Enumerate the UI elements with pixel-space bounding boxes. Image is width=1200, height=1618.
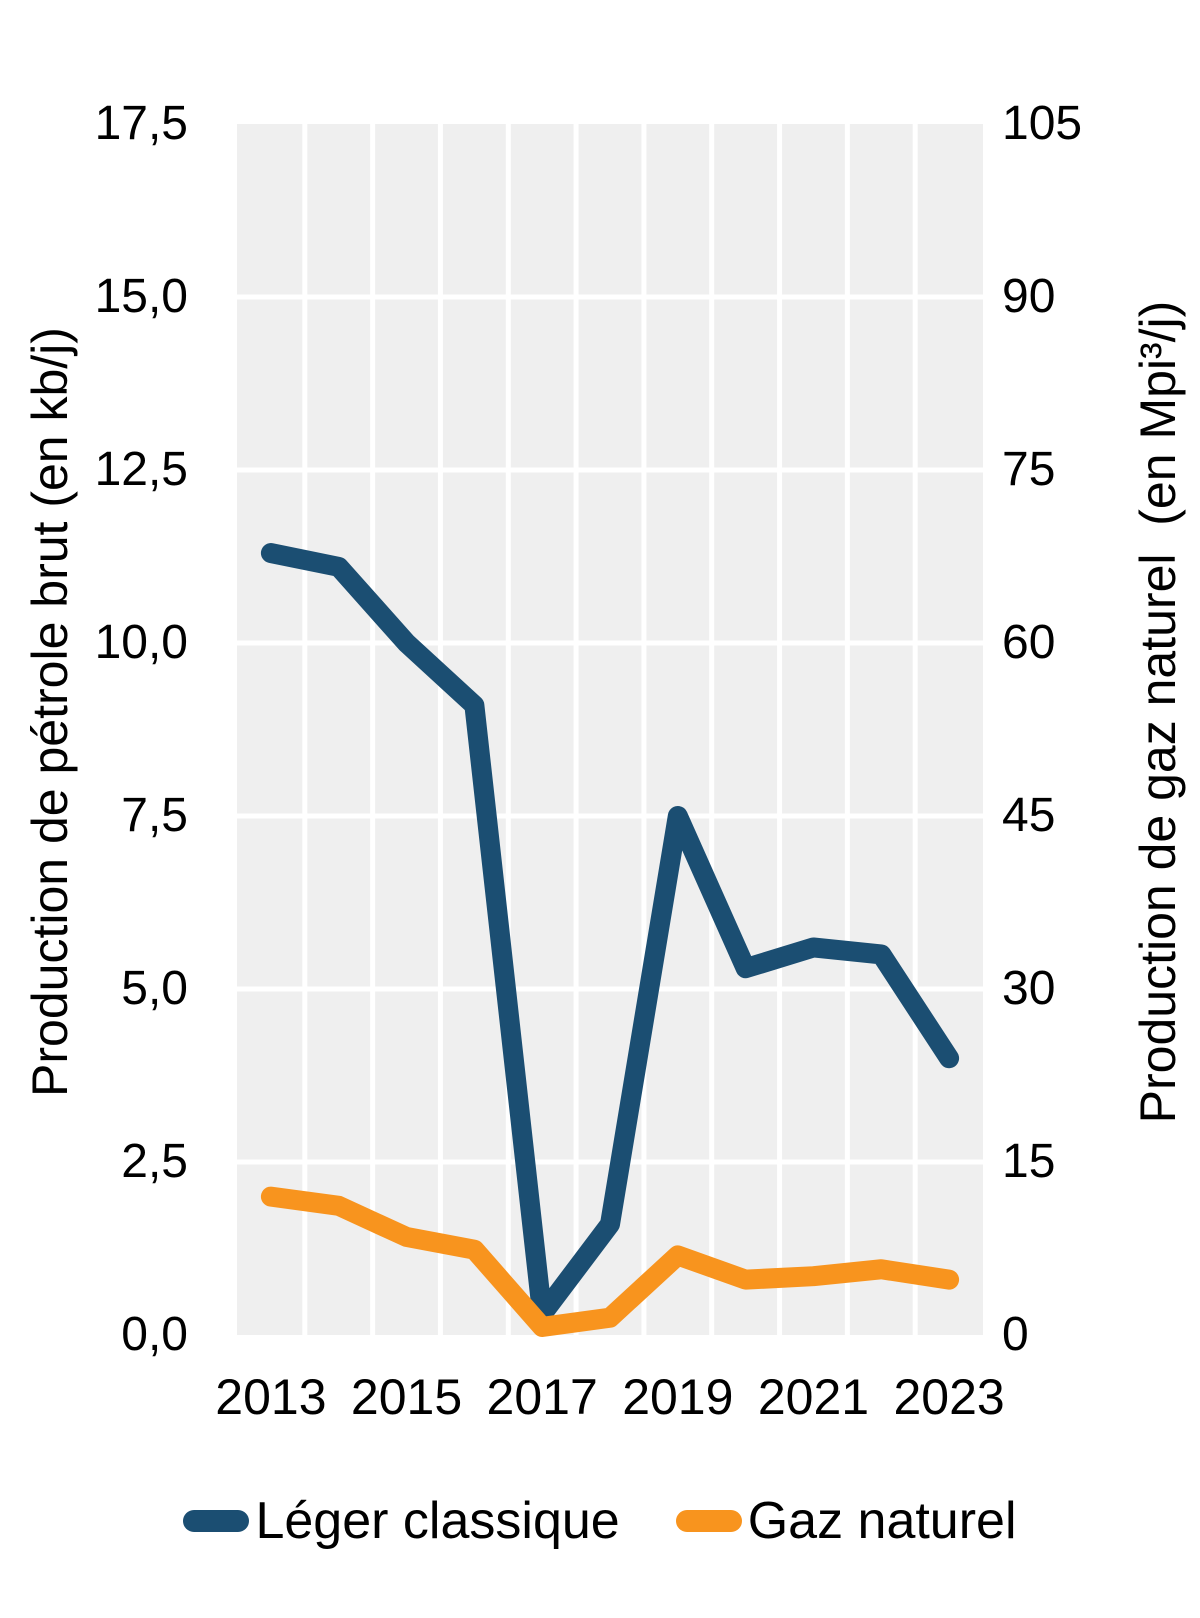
right-axis-tick-label: 105 (1002, 97, 1083, 150)
legend-label-gaz-naturel: Gaz naturel (747, 1492, 1017, 1550)
left-axis-tick-label: 2,5 (121, 1135, 188, 1188)
x-axis-tick-label: 2021 (757, 1369, 870, 1425)
right-axis-tick-label: 60 (1002, 616, 1056, 669)
left-axis-tick-label: 15,0 (94, 270, 188, 323)
legend-item-gaz-naturel: Gaz naturel (675, 1492, 1017, 1550)
x-axis-tick-label: 2013 (215, 1369, 327, 1425)
left-axis-tick-label: 5,0 (121, 962, 188, 1015)
x-axis-tick-label: 2019 (622, 1369, 734, 1425)
left-axis-tick-label: 17,5 (94, 97, 188, 150)
right-axis-title: Production de gaz naturel (en Mpi³/j) (1130, 300, 1186, 1124)
x-axis-tick-label: 2015 (350, 1369, 463, 1425)
right-axis-tick-label: 75 (1002, 443, 1056, 496)
left-axis-tick-label: 10,0 (94, 616, 188, 669)
right-axis-tick-label: 30 (1002, 962, 1056, 1015)
legend-item-leger-classique: Léger classique (183, 1492, 620, 1550)
right-axis-tick-label: 0 (1002, 1308, 1029, 1361)
legend-label-leger-classique: Léger classique (255, 1492, 620, 1550)
right-axis-tick-label: 45 (1002, 789, 1056, 842)
chart-legend: Léger classique Gaz naturel (0, 1495, 1200, 1547)
plot-area (237, 124, 983, 1335)
right-axis-tick-label: 15 (1002, 1135, 1056, 1188)
x-axis-tick-label: 2023 (893, 1369, 1005, 1425)
right-axis-tick-label: 90 (1002, 270, 1056, 323)
series-line-leger-classique (260, 543, 960, 1325)
left-axis-tick-label: 7,5 (121, 789, 188, 842)
left-axis-tick-label: 0,0 (121, 1308, 188, 1361)
x-axis-tick-label: 2017 (486, 1369, 598, 1425)
left-axis-title: Production de pétrole brut (en kb/j) (22, 327, 78, 1097)
left-axis-tick-label: 12,5 (94, 443, 188, 496)
legend-marker-gaz-naturel (675, 1510, 742, 1532)
legend-marker-leger-classique (183, 1510, 250, 1532)
series-line-gaz-naturel (260, 1186, 960, 1337)
